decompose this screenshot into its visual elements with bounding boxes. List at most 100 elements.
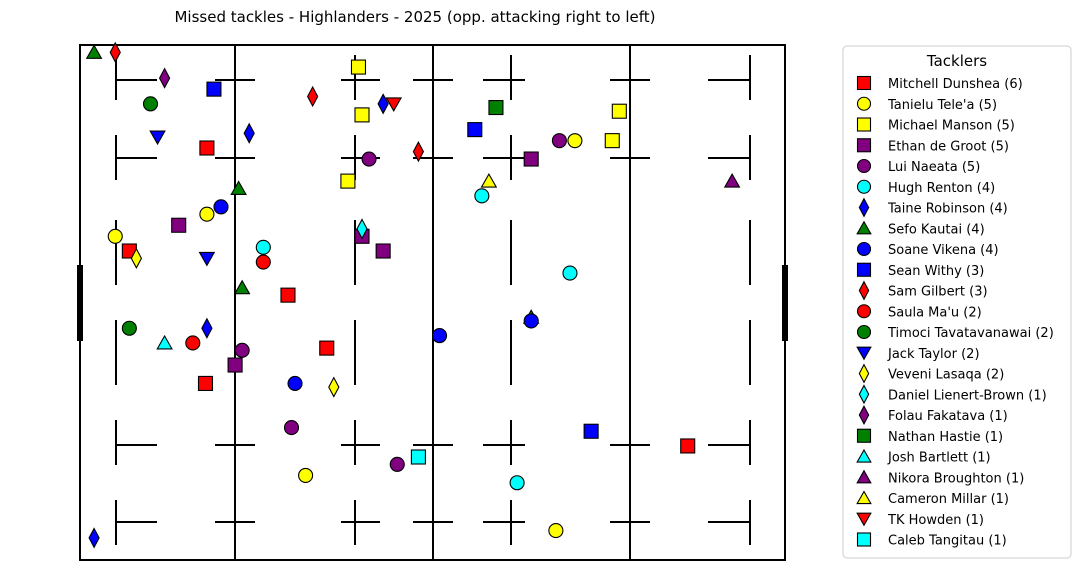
legend-item: Hugh Renton (4) [856,179,995,196]
legend-item: Josh Bartlett (1) [856,448,991,466]
legend-label: Hugh Renton (4) [888,181,995,196]
legend-item: Nikora Broughton (1) [856,469,1024,486]
legend-label: Sam Gilbert (3) [888,285,988,300]
legend-items: Mitchell Dunshea (6) Tanielu Tele'a (5) Mi… [856,75,1054,549]
legend-marker [856,490,872,505]
data-point [328,376,340,398]
data-point [121,320,137,336]
legend-item: Caleb Tangitau (1) [856,532,1007,549]
goal-post-right [782,265,788,341]
data-point [206,81,222,97]
data-point [562,265,578,281]
data-point [375,243,391,259]
legend: Tacklers Mitchell Dunshea (6) Tanielu Tel… [842,45,1072,559]
legend-marker [856,448,872,463]
data-point [467,122,483,138]
legend-marker [856,117,872,132]
data-point [243,122,255,144]
data-point [233,279,251,295]
legend-marker [856,179,872,194]
data-point [255,239,271,255]
data-point [361,151,377,167]
legend-label: Sefo Kautai (4) [888,222,985,237]
data-point [199,206,215,222]
legend-label: Lui Naeata (5) [888,160,980,175]
legend-label: Michael Manson (5) [888,119,1015,134]
legend-marker [856,262,872,277]
legend-marker [856,428,872,443]
data-point [109,41,121,63]
legend-label: Timoci Tavatavanawai (2) [887,326,1054,341]
data-point [523,313,539,329]
legend-item: Jack Taylor (2) [856,346,980,362]
data-point [377,93,389,115]
data-point [85,44,103,59]
legend-marker [856,532,872,547]
legend-label: Caleb Tangitau (1) [888,534,1007,549]
data-point [488,99,504,116]
data-point [298,467,314,483]
legend-marker [858,280,870,301]
legend-item: Saula Ma'u (2) [856,304,982,320]
legend-item: Cameron Millar (1) [856,490,1009,507]
data-point [197,375,214,391]
rugby-pitch [77,44,788,561]
legend-item: Nathan Hastie (1) [856,428,1003,445]
data-point [583,423,599,439]
legend-marker [858,405,870,425]
legend-marker [856,96,872,111]
legend-marker [856,158,872,174]
legend-label: Saula Ma'u (2) [888,305,982,320]
data-point [107,228,123,244]
legend-marker [856,220,872,235]
legend-item: Sean Withy (3) [856,262,984,279]
data-point [567,133,583,149]
data-point [385,97,403,112]
data-point [551,133,567,149]
legend-marker [856,304,872,319]
data-point [319,340,335,356]
data-point [199,140,215,156]
data-point [548,523,564,539]
data-point [198,251,216,267]
legend-label: Folau Fakatava (1) [888,409,1008,424]
goal-post-left [77,265,83,341]
legend-title: Tacklers [926,52,987,70]
data-point [201,317,213,339]
data-point [234,342,250,358]
legend-label: Ethan de Groot (5) [888,139,1009,154]
legend-item: Mitchell Dunshea (6) [856,75,1023,92]
legend-item: Taine Robinson (4) [858,197,1008,218]
legend-item: Sefo Kautai (4) [856,220,985,237]
legend-label: Mitchell Dunshea (6) [888,77,1023,92]
legend-label: Veveni Lasaqa (2) [888,368,1004,383]
legend-label: Soane Vikena (4) [888,243,999,258]
legend-item: Tanielu Tele'a (5) [856,96,997,113]
legend-item: Veveni Lasaqa (2) [858,363,1004,384]
chart-title: Missed tackles - Highlanders - 2025 (opp… [174,8,655,26]
legend-marker [858,384,870,405]
data-point [158,67,171,89]
legend-item: Ethan de Groot (5) [856,138,1009,154]
data-point [213,199,229,215]
data-point [156,334,173,350]
data-point [230,180,247,195]
legend-marker [856,346,872,361]
legend-label: Jack Taylor (2) [887,347,980,362]
legend-item: Sam Gilbert (3) [858,280,988,301]
legend-label: Josh Bartlett (1) [887,451,991,466]
legend-marker [856,138,872,153]
legend-marker [856,241,872,257]
legend-label: Daniel Lienert-Brown (1) [888,388,1047,403]
legend-label: Nikora Broughton (1) [888,471,1024,486]
data-point [171,217,187,233]
data-point [142,96,159,112]
data-point [340,173,356,189]
legend-item: Soane Vikena (4) [856,241,999,258]
data-point [509,475,525,491]
legend-marker [858,363,870,384]
legend-item: Folau Fakatava (1) [858,405,1008,425]
legend-item: Timoci Tavatavanawai (2) [856,324,1054,341]
data-point [412,141,425,163]
